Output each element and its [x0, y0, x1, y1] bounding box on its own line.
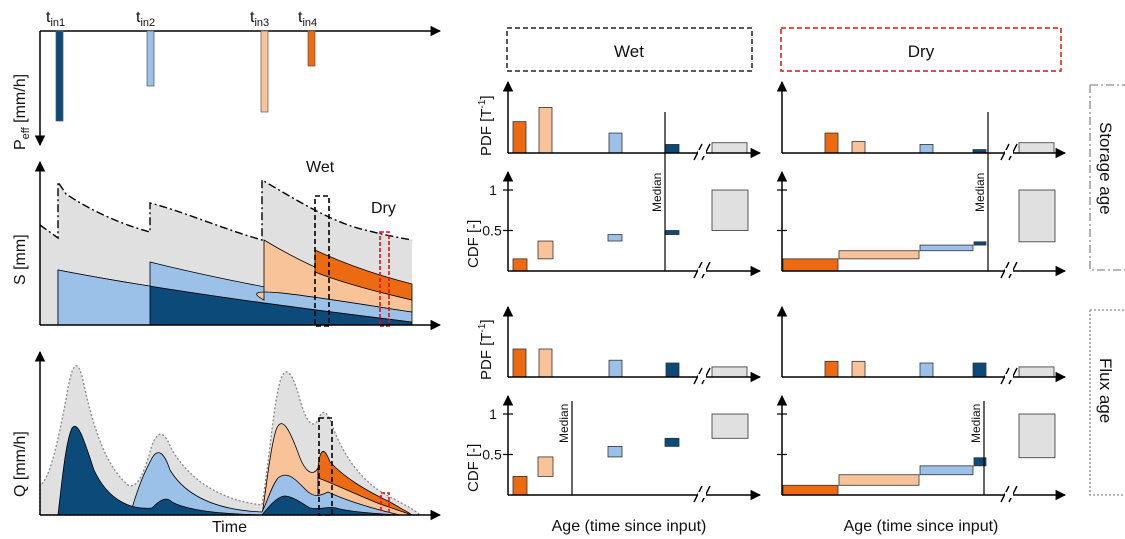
pdf-storage-wet-bar-1 [512, 121, 527, 154]
cdf-storage-wet-median-label: Median [650, 173, 664, 212]
age-label-wet: Age (time since input) [552, 518, 707, 535]
storage-wet-label: Wet [306, 159, 335, 176]
input-label-1: tin1 [46, 9, 65, 29]
storage-water-input-4 [314, 249, 413, 301]
dry-header-box [780, 27, 1062, 72]
cdf-flux-wet-axis-label: CDF [-] [465, 444, 482, 492]
cdf-storage-wet-step-2 [537, 240, 554, 260]
cdf-flux-dry-step-2 [838, 474, 920, 486]
cdf-flux-wet-break-gap [698, 492, 706, 498]
input-label-2: tin2 [136, 9, 155, 29]
discharge-axis-label: Q [mm/h] [12, 431, 29, 497]
pdf-storage-wet-bar-2 [538, 107, 553, 154]
pdf-flux-wet-bar-3 [608, 359, 623, 378]
pdf-storage-wet-bar-3 [608, 132, 623, 154]
cdf-flux-dry-break-gap [1005, 492, 1013, 498]
pdf-storage-dry-bar-2 [851, 141, 866, 154]
pdf-flux-wet-bar-4 [665, 362, 680, 378]
cdf-storage-wet-axis-label: CDF [-] [465, 220, 482, 268]
pdf-storage-dry-bar-1 [824, 132, 839, 154]
pdf-flux-dry-bar-2 [851, 360, 866, 378]
flux-light-blue [129, 452, 401, 516]
dry-header-label: Dry [908, 42, 935, 61]
cdf-storage-wet-tick-half-label: 0.5 [482, 223, 502, 239]
pdf-flux-dry-bar-3 [919, 362, 934, 378]
pdf-flux-dry-break-gap [1005, 374, 1013, 380]
wet-header-box [506, 27, 753, 72]
cdf-storage-dry-step-3 [919, 244, 974, 252]
storage-age-label: Storage age [1096, 122, 1115, 215]
time-axis-label: Time [212, 519, 247, 536]
pdf-flux-wet-bar-5 [711, 366, 748, 378]
pdf-flux-wet-break-gap [698, 374, 706, 380]
input-bar-2 [146, 30, 155, 87]
input-bar-4 [307, 30, 316, 67]
cdf-storage-wet-tick-one-label: 1 [489, 182, 497, 198]
cdf-flux-dry-step-5 [1018, 413, 1056, 459]
cdf-flux-dry-step-4 [973, 457, 987, 467]
cdf-storage-dry-step-5 [1018, 189, 1056, 243]
peff-panel: tin1 tin2 tin3 tin4 Peff [mm/h] [12, 9, 442, 150]
pdf-flux-dry-bar-4 [972, 362, 987, 378]
flux-age-label: Flux age [1096, 358, 1115, 423]
cdf-flux-wet-step-4 [664, 437, 680, 447]
peff-axis-label: Peff [mm/h] [12, 74, 32, 150]
cdf-flux-wet-step-2 [537, 456, 554, 477]
input-label-4: tin4 [298, 9, 317, 29]
cdf-storage-dry-step-4 [973, 241, 987, 246]
cdf-storage-dry-step-1 [782, 258, 839, 272]
cdf-flux-wet-step-5 [711, 413, 749, 439]
pdf-storage-wet-bar-5 [711, 142, 748, 154]
wet-header-label: Wet [614, 42, 644, 61]
pdf-storage-wet-axis-label: PDF [T-1] [477, 95, 495, 156]
input-label-3: tin3 [250, 9, 269, 29]
flux-dark-blue [57, 425, 401, 516]
cdf-storage-wet-step-3 [607, 234, 623, 242]
cdf-storage-wet-step-5 [711, 189, 749, 231]
pdf-flux-dry-bar-1 [824, 360, 839, 378]
storage-age-bracket [1089, 84, 1125, 271]
pdf-storage-dry-bar-3 [919, 144, 934, 154]
cdf-flux-wet-median-label: Median [557, 404, 571, 443]
storage-panel: Wet Dry S [mm] [12, 159, 442, 331]
pdf-flux-dry-bar-5 [1018, 366, 1055, 378]
pdf-storage-wet-break-gap [698, 150, 706, 156]
age-label-dry: Age (time since input) [844, 518, 999, 535]
storage-dry-window [379, 231, 390, 327]
input-bar-3 [260, 30, 269, 113]
cdf-storage-dry-median-label: Median [973, 173, 987, 212]
cdf-storage-wet-break-gap [698, 268, 706, 274]
cdf-storage-wet-step-1 [512, 258, 528, 272]
cdf-flux-wet-tick-one-label: 1 [489, 406, 497, 422]
cdf-storage-dry-break-gap [1005, 268, 1013, 274]
cdf-flux-wet-tick-half-label: 0.5 [482, 447, 502, 463]
storage-total-line [39, 178, 413, 241]
flux-age-bracket [1089, 309, 1125, 496]
pdf-flux-wet-bar-2 [538, 348, 553, 378]
pdf-flux-wet-axis-label: PDF [T-1] [477, 319, 495, 380]
cdf-flux-dry-step-3 [919, 465, 974, 476]
discharge-panel: Time Q [mm/h] [12, 350, 442, 536]
pdf-storage-dry-break-gap [1005, 150, 1013, 156]
cdf-flux-wet-step-3 [607, 445, 623, 458]
cdf-flux-dry-step-1 [782, 484, 839, 496]
pdf-storage-wet-bar-4 [665, 144, 680, 154]
cdf-flux-wet-step-1 [512, 475, 528, 496]
pdf-storage-dry-bar-5 [1018, 142, 1055, 154]
storage-water-input-2 [57, 261, 413, 326]
pdf-flux-wet-bar-1 [512, 348, 527, 378]
flux-orange [317, 451, 413, 516]
cdf-storage-dry-step-2 [838, 250, 920, 260]
cdf-flux-dry-median-label: Median [969, 404, 983, 443]
storage-axis-label: S [mm] [12, 234, 29, 285]
cdf-storage-wet-step-4 [664, 230, 680, 235]
input-bar-1 [55, 30, 64, 122]
storage-dry-label: Dry [371, 200, 396, 217]
